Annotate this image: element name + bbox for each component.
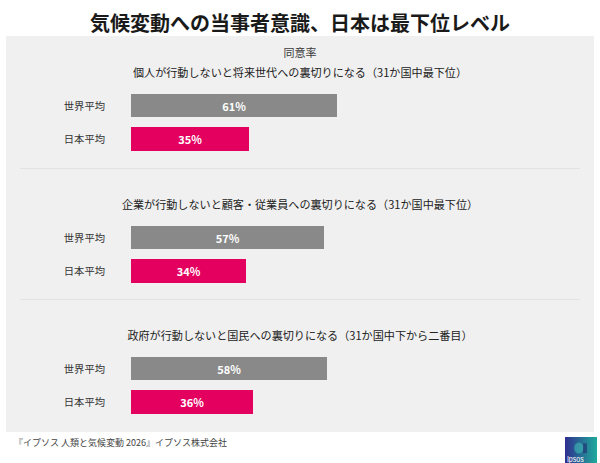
svg-text:Ipsos: Ipsos	[567, 455, 584, 463]
